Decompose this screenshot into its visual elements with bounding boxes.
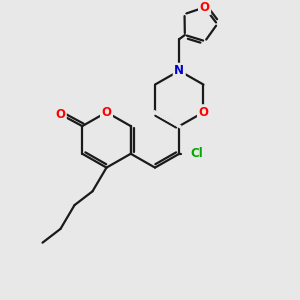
Text: O: O: [199, 106, 208, 119]
Text: Cl: Cl: [191, 147, 204, 160]
Text: O: O: [55, 108, 65, 121]
Text: N: N: [174, 64, 184, 77]
Text: O: O: [101, 106, 112, 119]
Text: O: O: [200, 1, 210, 14]
